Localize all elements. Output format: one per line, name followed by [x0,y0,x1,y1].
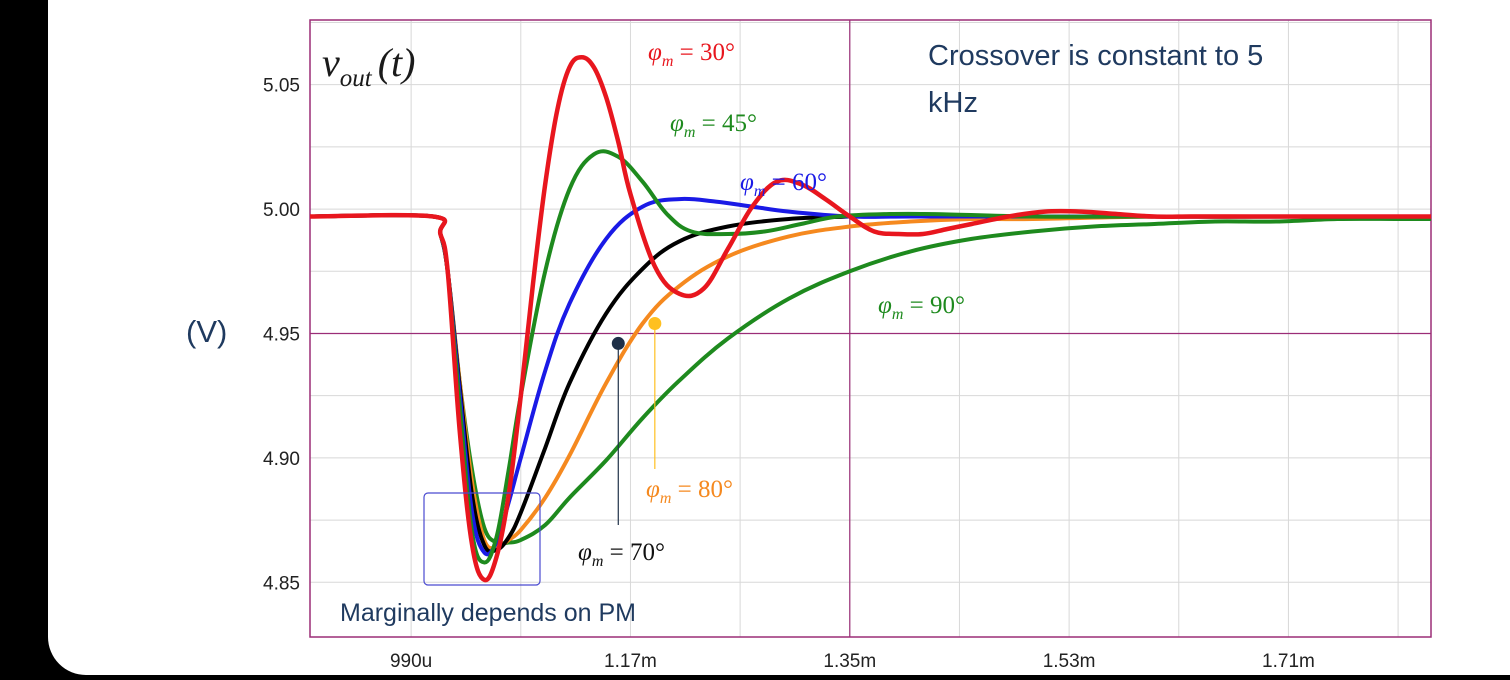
x-tick-label: 1.71m [1262,651,1315,672]
series-labels: φm = 90° φm = 80° φm = 70° φm = 60° φm = 45°… [578,39,965,570]
y-axis-label: (V) [186,314,227,349]
crossover-annotation: Crossover is constant to 5 kHz [928,40,1271,119]
chart-title-main: v [322,40,340,85]
markers [611,317,662,350]
crossover-line-1: Crossover is constant to 5 [928,40,1263,72]
chart-title-arg: (t) [378,40,416,85]
marker-point [648,317,662,331]
y-tick-label: 4.95 [263,324,300,345]
y-tick-label: 5.05 [263,76,300,97]
series-label-60: φm = 60° [740,169,827,200]
y-tick-label: 4.85 [263,573,300,594]
y-tick-labels: 4.85 4.90 4.95 5.00 5.05 [263,76,300,595]
x-tick-label: 1.17m [604,651,657,672]
x-tick-label: 1.35m [823,651,876,672]
series-layer [310,55,1431,583]
y-tick-label: 5.00 [263,200,300,221]
series-label-70: φm = 70° [578,539,665,570]
plot-frame [309,19,1432,638]
x-tick-label: 990u [390,651,432,672]
series-label-80: φm = 80° [646,476,733,507]
marginal-annotation: Marginally depends on PM [340,599,636,627]
crossover-line-2: kHz [928,87,978,119]
slide: 4.85 4.90 4.95 5.00 5.05 990u 1.17m 1.35m 1.53m… [48,0,1510,675]
marker-droplines [617,323,656,525]
major-gridlines [310,20,1431,637]
x-tick-label: 1.53m [1043,651,1096,672]
x-tick-labels: 990u 1.17m 1.35m 1.53m 1.71m [390,651,1315,672]
y-tick-label: 4.90 [263,449,300,470]
chart-title: vout (t) [322,40,415,92]
min-region-box [423,492,541,586]
chart-title-sub: out [340,65,373,92]
chart: 4.85 4.90 4.95 5.00 5.05 990u 1.17m 1.35m 1.53m… [186,19,1432,672]
series-label-30: φm = 30° [648,39,735,70]
series-label-90: φm = 90° [878,292,965,323]
series-line-5 [310,55,1431,583]
series-label-45: φm = 45° [670,110,757,141]
marker-point [611,336,625,350]
